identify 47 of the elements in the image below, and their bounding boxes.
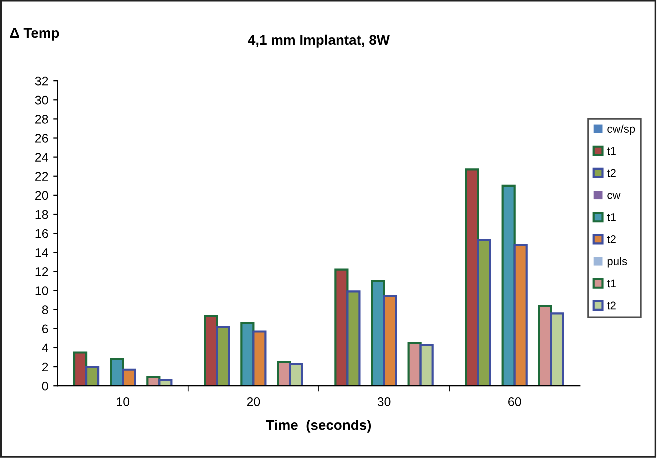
y-tick-label: 4 (42, 344, 48, 352)
text: cw/sp (608, 124, 636, 136)
y-tick-label: 16 (36, 229, 48, 238)
y-tick-label: 0 (42, 382, 48, 391)
y-tick-label: 14 (36, 248, 48, 258)
bar (346, 290, 361, 386)
chart-title: 4,1 mm Implantat, 8W (248, 34, 390, 48)
bar (158, 379, 173, 386)
bar (289, 363, 304, 386)
x-axis-title: Time (seconds) (266, 420, 372, 433)
bar (420, 344, 434, 386)
y-tick-label: 30 (35, 96, 48, 105)
legend-label: t2 (607, 169, 616, 178)
bar (86, 366, 100, 386)
y-tick-label: 2 (42, 362, 48, 372)
text: puls (608, 257, 628, 268)
bar (514, 244, 528, 386)
legend-label: t2 (607, 302, 616, 310)
y-tick-label: 32 (35, 76, 48, 86)
text: cw (608, 193, 621, 200)
x-tick-label: 60 (508, 398, 522, 406)
y-axis-title: Δ Temp (10, 28, 60, 41)
y-tick-label: 18 (36, 210, 48, 220)
legend-label: t2 (607, 236, 616, 244)
x-tick-label: 10 (117, 398, 130, 406)
bar (216, 326, 230, 386)
legend-label: t1 (607, 214, 616, 222)
y-tick-label: 12 (36, 268, 48, 276)
bar (383, 295, 398, 386)
y-tick-label: 6 (42, 324, 48, 334)
bar (122, 368, 136, 386)
bar (252, 330, 267, 386)
y-tick-label: 24 (36, 153, 48, 162)
y-tick-label: 26 (36, 134, 48, 143)
bar (550, 312, 564, 386)
bar (477, 239, 492, 386)
bar (73, 352, 88, 386)
y-tick-label: 8 (42, 306, 48, 314)
y-tick-label: 10 (36, 286, 48, 296)
x-tick-label: 30 (378, 398, 391, 406)
bar (465, 168, 480, 386)
legend-label: t1 (607, 147, 616, 156)
x-tick-label: 20 (247, 398, 260, 406)
legend-label: t1 (607, 280, 616, 288)
y-tick-label: 20 (36, 191, 48, 200)
y-tick-label: 28 (36, 114, 48, 124)
y-tick-label: 22 (36, 172, 48, 181)
